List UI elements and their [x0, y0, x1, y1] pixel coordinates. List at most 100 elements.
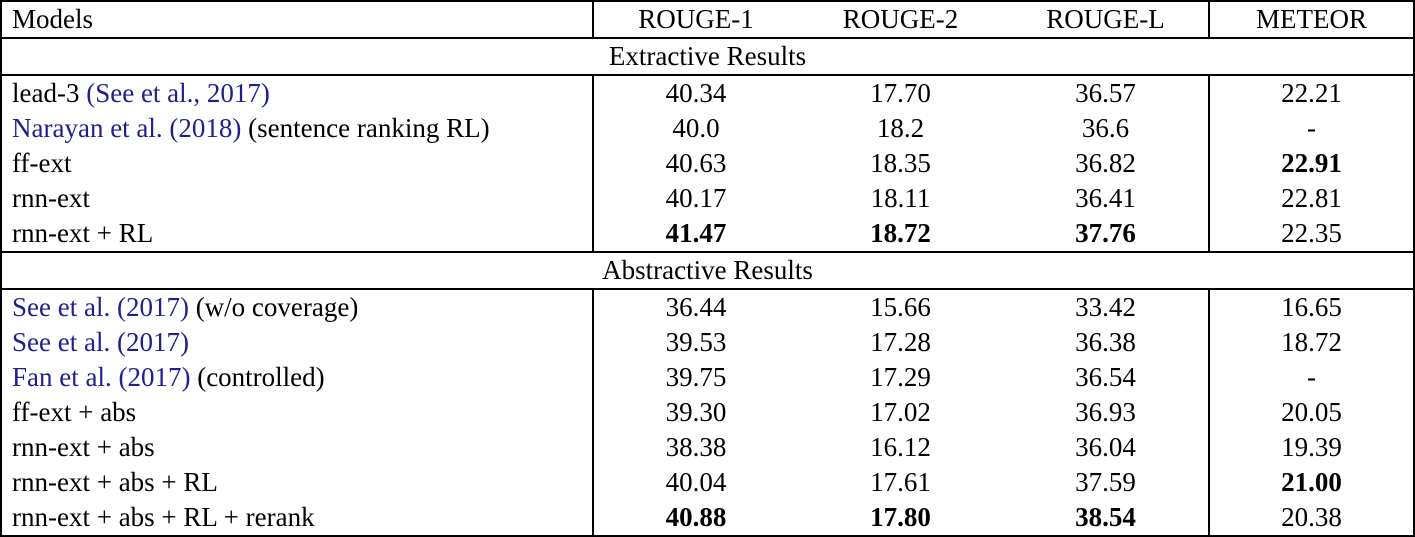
table-row: ff-ext 40.63 18.35 36.82 22.91 [1, 146, 1414, 181]
table-row: See et al. (2017) 39.53 17.28 36.38 18.72 [1, 325, 1414, 360]
metric-value: 39.30 [665, 397, 727, 427]
metric-value: 21.00 [1281, 467, 1342, 497]
metric-value: 36.41 [1003, 181, 1210, 216]
metric-value: 17.61 [870, 467, 931, 497]
table-header-row: Models ROUGE-1 ROUGE-2 ROUGE-L METEOR [1, 1, 1414, 39]
table-row: rnn-ext + abs 38.38 16.12 36.04 19.39 [1, 430, 1414, 465]
metric-value: 36.38 [1003, 325, 1210, 360]
metric-value: 40.34 [665, 78, 727, 108]
metric-value: 15.66 [870, 292, 931, 322]
model-cell: rnn-ext + abs [1, 430, 594, 465]
table-row: Narayan et al. (2018) (sentence ranking … [1, 111, 1414, 146]
table-row: lead-3 (See et al., 2017) 40.34 17.70 36.57… [1, 75, 1414, 111]
metric-value: 36.44 [665, 292, 727, 322]
citation-link[interactable]: See et al. (2017) [12, 327, 189, 357]
metric-value: 40.88 [665, 502, 727, 532]
table-row: rnn-ext + abs + RL 40.04 17.61 37.59 21.00 [1, 465, 1414, 500]
model-name-text: ff-ext [12, 148, 72, 178]
model-cell: rnn-ext [1, 181, 594, 216]
metric-value: 17.70 [870, 78, 931, 108]
citation-link[interactable]: Narayan et al. (2018) [12, 113, 242, 143]
metric-value: 18.11 [870, 183, 931, 213]
metric-value: 22.91 [1281, 148, 1342, 178]
metric-value: 40.17 [665, 183, 727, 213]
model-name-text: rnn-ext + abs + RL + rerank [12, 502, 315, 532]
model-name-text: (controlled) [190, 362, 325, 392]
model-name-text: rnn-ext + abs [12, 432, 155, 462]
metric-value: 20.38 [1281, 502, 1342, 532]
metric-value: - [1307, 113, 1316, 143]
model-cell: lead-3 (See et al., 2017) [1, 75, 594, 111]
model-name-text: (sentence ranking RL) [241, 113, 490, 143]
table-row: Fan et al. (2017) (controlled) 39.75 17.29… [1, 360, 1414, 395]
citation-link[interactable]: Fan et al. (2017) [12, 362, 191, 392]
column-header-rouge-2: ROUGE-2 [798, 1, 1003, 39]
table-row: rnn-ext 40.17 18.11 36.41 22.81 [1, 181, 1414, 216]
metric-value: 17.28 [870, 327, 931, 357]
table-row: rnn-ext + abs + RL + rerank 40.88 17.80 38.… [1, 500, 1414, 536]
metric-value: 37.76 [1003, 216, 1210, 252]
model-cell: rnn-ext + RL [1, 216, 594, 252]
table-row: ff-ext + abs 39.30 17.02 36.93 20.05 [1, 395, 1414, 430]
model-cell: Narayan et al. (2018) (sentence ranking … [1, 111, 594, 146]
column-header-rouge-1: ROUGE-1 [593, 1, 798, 39]
citation-link[interactable]: See et al. (2017) [12, 292, 189, 322]
metric-value: 41.47 [665, 218, 727, 248]
metric-value: 17.80 [870, 502, 931, 532]
metric-value: 36.04 [1003, 430, 1210, 465]
metric-value: 38.38 [665, 432, 727, 462]
metric-value: 38.54 [1003, 500, 1210, 536]
model-cell: rnn-ext + abs + RL [1, 465, 594, 500]
table-body: Extractive Results lead-3 (See et al., 20… [1, 37, 1414, 536]
table-row: See et al. (2017) (w/o coverage) 36.44 15.… [1, 289, 1414, 325]
section-row: Abstractive Results [1, 251, 1414, 290]
metric-value: 36.6 [1003, 111, 1210, 146]
metric-value: 39.75 [665, 362, 727, 392]
metric-value: 36.57 [1003, 75, 1210, 111]
metric-value: 36.93 [1003, 395, 1210, 430]
metric-value: 18.2 [876, 113, 925, 143]
section-row: Extractive Results [1, 37, 1414, 76]
metric-value: 22.21 [1281, 78, 1342, 108]
table-row: rnn-ext + RL 41.47 18.72 37.76 22.35 [1, 216, 1414, 252]
metric-value: 19.39 [1281, 432, 1342, 462]
metric-value: 36.54 [1003, 360, 1210, 395]
section-title: Abstractive Results [1, 251, 1414, 290]
model-cell: See et al. (2017) [1, 325, 594, 360]
model-cell: Fan et al. (2017) (controlled) [1, 360, 594, 395]
metric-value: 22.35 [1281, 218, 1342, 248]
model-cell: rnn-ext + abs + RL + rerank [1, 500, 594, 536]
metric-value: - [1307, 362, 1316, 392]
metric-value: 16.65 [1281, 292, 1342, 322]
metric-value: 40.63 [665, 148, 727, 178]
metric-value: 18.35 [870, 148, 931, 178]
citation-link[interactable]: (See et al., 2017) [86, 78, 270, 108]
model-cell: ff-ext [1, 146, 594, 181]
model-name-text: lead-3 [12, 78, 87, 108]
metric-value: 20.05 [1281, 397, 1342, 427]
metric-value: 33.42 [1003, 289, 1210, 325]
metric-value: 18.72 [870, 218, 931, 248]
model-name-text: (w/o coverage) [188, 292, 359, 322]
metric-value: 36.82 [1003, 146, 1210, 181]
metric-value: 40.04 [665, 467, 727, 497]
metric-value: 17.02 [870, 397, 931, 427]
metric-value: 17.29 [870, 362, 931, 392]
model-cell: ff-ext + abs [1, 395, 594, 430]
metric-value: 40.0 [672, 113, 720, 143]
metric-value: 16.12 [870, 432, 931, 462]
model-name-text: rnn-ext [12, 183, 90, 213]
metric-value: 22.81 [1281, 183, 1342, 213]
metric-value: 39.53 [665, 327, 727, 357]
column-header-models: Models [1, 1, 594, 39]
metric-value: 18.72 [1281, 327, 1342, 357]
section-title: Extractive Results [1, 37, 1414, 76]
model-name-text: ff-ext + abs [12, 397, 137, 427]
model-name-text: rnn-ext + RL [12, 218, 154, 248]
metric-value: 37.59 [1003, 465, 1210, 500]
column-header-rouge-l: ROUGE-L [1003, 1, 1210, 39]
model-cell: See et al. (2017) (w/o coverage) [1, 289, 594, 325]
model-name-text: rnn-ext + abs + RL [12, 467, 218, 497]
column-header-meteor: METEOR [1209, 1, 1414, 39]
